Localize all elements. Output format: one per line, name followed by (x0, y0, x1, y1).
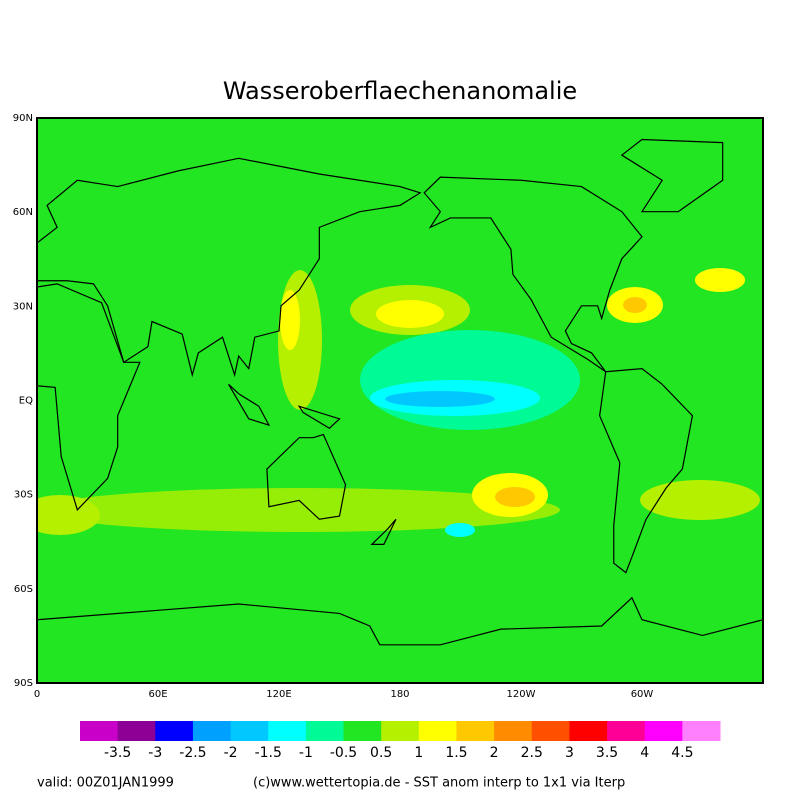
coastline (37, 596, 763, 646)
colorbar-box (230, 721, 269, 741)
colorbar-box (80, 721, 119, 741)
coastline (228, 383, 271, 427)
map-frame (36, 117, 764, 684)
colorbar: -3.5 -3 -2.5 -2 -1.5 -1 -0.5 0.5 1 1.5 2 2.5 3 3.5 4 4.… (80, 721, 721, 761)
lon-label: 60W (631, 689, 654, 700)
colorbar-label: -0.5 (330, 745, 357, 761)
colorbar-box (305, 721, 345, 741)
anomaly-region (640, 480, 760, 520)
colorbar-label: -2 (224, 745, 238, 761)
colorbar-box (343, 721, 382, 741)
colorbar-label: 1 (414, 745, 423, 761)
lat-label: 60S (14, 584, 33, 595)
coastline (266, 433, 347, 520)
colorbar-box (381, 721, 420, 741)
coastline (297, 405, 341, 429)
colorbar-label: 1.5 (445, 745, 467, 761)
lat-label: 30N (13, 301, 33, 312)
coastline (599, 367, 694, 574)
map-title: Wasseroberflaechenanomalie (223, 77, 577, 105)
colorbar-label: 2.5 (521, 745, 543, 761)
anomaly-region (385, 391, 495, 407)
colorbar-label: -3 (148, 745, 162, 761)
coastlines (37, 138, 763, 646)
anomaly-region (623, 297, 647, 313)
lon-label: 180 (390, 689, 409, 700)
coastline (370, 518, 397, 545)
colorbar-box (682, 721, 721, 741)
colorbar-box (117, 721, 156, 741)
credit: (c)www.wettertopia.de - SST anom interp … (253, 776, 625, 791)
colorbar-box (456, 721, 495, 741)
anomaly-region (445, 523, 475, 537)
coastline (620, 138, 724, 213)
colorbar-label: 4 (640, 745, 649, 761)
anomaly-region (40, 488, 560, 532)
valid-time: valid: 00Z01JAN1999 (37, 776, 174, 791)
lat-label: 60N (13, 207, 33, 218)
lon-label: 120W (507, 689, 536, 700)
coastline (423, 176, 643, 373)
lon-label: 60E (148, 689, 167, 700)
lat-label: 90N (13, 113, 33, 124)
colorbar-box (155, 721, 194, 741)
colorbar-box (418, 721, 457, 741)
lat-label: 90S (14, 678, 33, 689)
lat-label: 30S (14, 490, 33, 501)
coastline (37, 157, 422, 378)
colorbar-box (531, 721, 570, 741)
colorbar-label: -2.5 (179, 745, 206, 761)
anomaly-region (695, 268, 745, 292)
colorbar-label: 0.5 (370, 745, 392, 761)
colorbar-label: -1 (299, 745, 313, 761)
colorbar-box (644, 721, 683, 741)
colorbar-box (569, 721, 608, 741)
anomaly-region (280, 290, 300, 350)
anomaly-region (37, 495, 100, 535)
colorbar-label: 2 (490, 745, 499, 761)
colorbar-box (268, 721, 307, 741)
colorbar-box (607, 721, 646, 741)
colorbar-label: -1.5 (255, 745, 282, 761)
colorbar-box (494, 721, 533, 741)
lat-label: EQ (19, 396, 33, 407)
lon-label: 0 (34, 689, 40, 700)
colorbar-label: 4.5 (671, 745, 693, 761)
anomaly-region (376, 300, 444, 328)
coastline (37, 283, 141, 512)
anomaly-region (495, 487, 535, 507)
colorbar-box (192, 721, 232, 741)
colorbar-label: -3.5 (104, 745, 131, 761)
lon-label: 120E (266, 689, 291, 700)
colorbar-label: 3.5 (596, 745, 618, 761)
colorbar-label: 3 (565, 745, 574, 761)
map-area (37, 118, 763, 683)
